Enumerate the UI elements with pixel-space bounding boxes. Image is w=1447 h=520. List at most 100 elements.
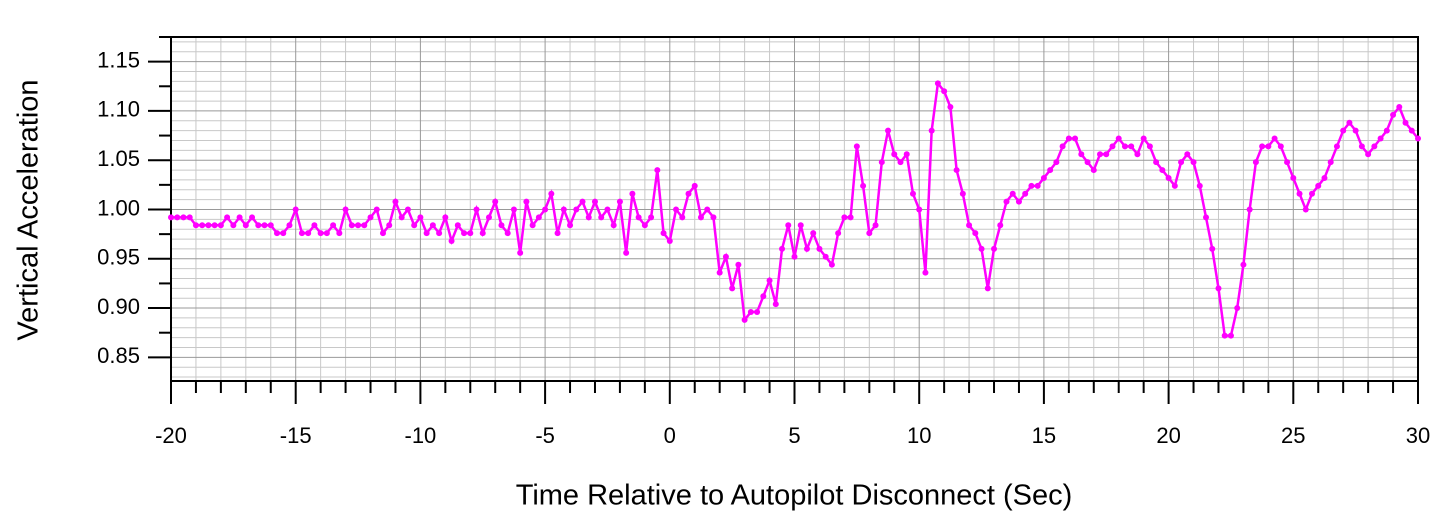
data-point bbox=[685, 190, 692, 197]
x-axis-label: Time Relative to Autopilot Disconnect (S… bbox=[516, 480, 1073, 512]
data-point bbox=[1128, 143, 1135, 150]
data-point bbox=[255, 222, 262, 229]
data-point bbox=[710, 214, 717, 221]
data-point bbox=[1227, 332, 1234, 339]
data-point bbox=[1196, 182, 1203, 189]
data-point bbox=[673, 206, 680, 213]
data-point bbox=[1146, 143, 1153, 150]
data-point bbox=[454, 222, 461, 229]
data-point bbox=[311, 222, 318, 229]
data-point bbox=[367, 214, 374, 221]
data-point bbox=[355, 222, 362, 229]
data-point bbox=[654, 167, 661, 174]
data-point bbox=[273, 230, 280, 237]
data-point bbox=[1022, 190, 1029, 197]
data-point bbox=[1221, 332, 1228, 339]
data-point bbox=[860, 182, 867, 189]
data-point bbox=[585, 214, 592, 221]
data-point bbox=[735, 261, 742, 268]
data-point bbox=[517, 249, 524, 256]
data-point bbox=[847, 214, 854, 221]
data-point bbox=[641, 222, 648, 229]
data-point bbox=[828, 261, 835, 268]
data-point bbox=[772, 301, 779, 308]
data-point bbox=[1246, 206, 1253, 213]
data-point bbox=[298, 230, 305, 237]
data-point bbox=[947, 103, 954, 110]
data-point bbox=[492, 198, 499, 205]
data-point bbox=[317, 230, 324, 237]
data-point bbox=[754, 309, 761, 316]
x-tick-label: -15 bbox=[280, 423, 312, 448]
data-point bbox=[211, 222, 218, 229]
data-point bbox=[199, 222, 206, 229]
data-point bbox=[909, 190, 916, 197]
data-point bbox=[236, 214, 243, 221]
data-point bbox=[1103, 151, 1110, 158]
data-point bbox=[479, 230, 486, 237]
data-point bbox=[1015, 198, 1022, 205]
data-point bbox=[648, 214, 655, 221]
y-tick-label: 1.10 bbox=[97, 97, 140, 122]
data-point bbox=[305, 230, 312, 237]
data-point bbox=[978, 245, 985, 252]
data-point bbox=[485, 214, 492, 221]
x-tick-label: 10 bbox=[907, 423, 931, 448]
data-point bbox=[361, 222, 368, 229]
data-point bbox=[885, 127, 892, 134]
data-point bbox=[1315, 182, 1322, 189]
x-tick-label: -10 bbox=[405, 423, 437, 448]
data-point bbox=[716, 269, 723, 276]
data-point bbox=[186, 214, 193, 221]
data-point bbox=[941, 88, 948, 95]
data-point bbox=[1153, 159, 1160, 166]
data-point bbox=[1184, 151, 1191, 158]
data-point bbox=[579, 198, 586, 205]
data-point bbox=[1252, 159, 1259, 166]
data-point bbox=[330, 222, 337, 229]
data-point bbox=[1215, 285, 1222, 292]
data-point bbox=[1234, 305, 1241, 312]
data-point bbox=[467, 230, 474, 237]
data-point bbox=[1296, 190, 1303, 197]
data-point bbox=[747, 309, 754, 316]
data-point bbox=[903, 151, 910, 158]
data-point bbox=[1284, 159, 1291, 166]
data-point bbox=[292, 206, 299, 213]
data-point bbox=[535, 214, 542, 221]
data-point bbox=[230, 222, 237, 229]
data-point bbox=[442, 214, 449, 221]
data-point bbox=[610, 222, 617, 229]
x-tick-label: 25 bbox=[1281, 423, 1305, 448]
x-tick-label: 30 bbox=[1406, 423, 1430, 448]
data-point bbox=[722, 253, 729, 260]
data-point bbox=[1340, 127, 1347, 134]
data-point bbox=[342, 206, 349, 213]
data-point bbox=[1402, 119, 1409, 126]
data-point bbox=[1109, 143, 1116, 150]
data-point bbox=[810, 230, 817, 237]
data-point bbox=[897, 159, 904, 166]
data-point bbox=[1165, 174, 1172, 181]
data-point bbox=[1084, 159, 1091, 166]
data-point bbox=[554, 230, 561, 237]
data-point bbox=[336, 230, 343, 237]
data-point bbox=[224, 214, 231, 221]
data-point bbox=[180, 214, 187, 221]
data-point bbox=[1134, 151, 1141, 158]
data-point bbox=[791, 253, 798, 260]
data-point bbox=[972, 230, 979, 237]
data-point bbox=[1097, 151, 1104, 158]
data-point bbox=[679, 214, 686, 221]
data-point bbox=[878, 159, 885, 166]
data-point bbox=[205, 222, 212, 229]
data-point bbox=[922, 269, 929, 276]
data-point bbox=[1277, 143, 1284, 150]
data-point bbox=[1333, 143, 1340, 150]
data-point bbox=[835, 230, 842, 237]
data-point bbox=[261, 222, 268, 229]
data-point bbox=[1053, 159, 1060, 166]
data-point bbox=[984, 285, 991, 292]
data-point bbox=[249, 214, 256, 221]
data-point bbox=[567, 222, 574, 229]
